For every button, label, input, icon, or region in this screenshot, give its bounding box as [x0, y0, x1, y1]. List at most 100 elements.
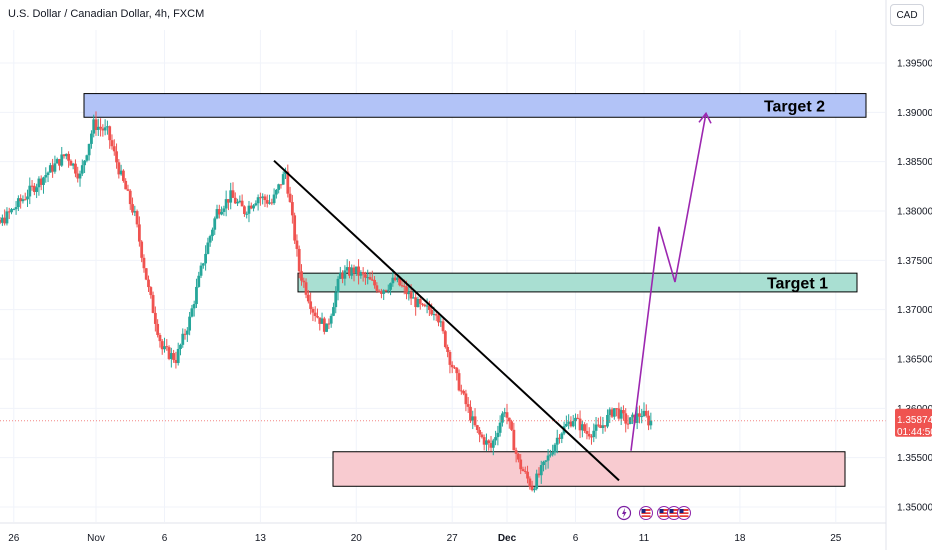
candle-body — [601, 425, 605, 428]
candle-body — [172, 353, 176, 361]
time-tick-label: 6 — [162, 533, 168, 544]
candle-body — [131, 204, 134, 213]
candle-body — [482, 437, 486, 445]
candle-body — [268, 202, 271, 204]
candle-body — [336, 278, 340, 293]
candle-body — [402, 285, 406, 287]
candle-body — [530, 486, 534, 491]
candle-body — [163, 346, 166, 350]
candle-body — [462, 390, 466, 394]
us-flag-event-icon[interactable] — [667, 506, 681, 520]
candle-body — [62, 154, 66, 157]
candle-body — [448, 351, 452, 365]
candle-body — [67, 153, 70, 161]
candle-body — [519, 459, 523, 470]
candle-body — [16, 198, 20, 208]
candle-body — [564, 423, 568, 427]
candle-body — [396, 277, 399, 281]
candle-body — [229, 190, 233, 203]
candle-body — [578, 418, 582, 431]
candle-body — [357, 266, 360, 276]
us-flag-event-icon[interactable] — [639, 506, 653, 520]
candle-body — [615, 408, 618, 410]
candle-body — [464, 393, 468, 405]
candle-body — [80, 165, 84, 174]
candle-body — [405, 286, 408, 295]
candle-body — [101, 128, 105, 131]
flag-stripe — [659, 514, 669, 516]
chart-title: U.S. Dollar / Canadian Dollar, 4h, FXCM — [8, 8, 205, 20]
lightning-event-icon[interactable] — [616, 505, 632, 521]
flag-stripe — [669, 511, 679, 513]
candle-body — [510, 421, 513, 430]
candle-body — [227, 199, 230, 203]
price-tick-label: 1.35500 — [897, 453, 932, 464]
us-flag-event-icon[interactable] — [677, 506, 691, 520]
price-tick-label: 1.39500 — [897, 59, 932, 70]
candle-body — [617, 408, 621, 419]
candle-body — [32, 185, 36, 192]
zone-rect — [332, 451, 846, 487]
candle-body — [55, 159, 59, 164]
candle-body — [211, 229, 214, 237]
candle-body — [373, 279, 376, 286]
candle-body — [334, 292, 338, 308]
flag-canton — [679, 509, 684, 513]
candle-body — [503, 412, 507, 414]
candle-body — [160, 341, 164, 350]
candle-body — [555, 437, 559, 445]
candle-body — [158, 334, 162, 342]
candle-body — [537, 473, 541, 476]
candle-body — [119, 170, 123, 175]
candle-body — [494, 437, 497, 441]
candle-body — [304, 282, 308, 295]
candle-body — [183, 333, 187, 335]
candle-body — [44, 175, 48, 178]
candle-body — [46, 172, 50, 176]
candle-body — [94, 119, 98, 130]
candle-body — [48, 165, 52, 173]
candle-body — [14, 207, 18, 210]
candle-body — [391, 277, 395, 284]
candle-body — [599, 425, 603, 428]
time-tick-label: 18 — [734, 533, 746, 544]
event-markers — [616, 505, 691, 521]
candle-body — [103, 127, 107, 131]
candle-body — [270, 202, 274, 204]
candle-body — [430, 310, 434, 315]
candle-body — [485, 440, 488, 445]
time-tick-label: 6 — [573, 533, 579, 544]
candle-body — [192, 304, 196, 309]
candle-body — [167, 347, 171, 359]
candle-body — [135, 211, 139, 225]
candle-body — [649, 420, 653, 426]
flag-stripe — [641, 511, 651, 513]
candle-body — [432, 314, 436, 316]
time-tick-label: 11 — [639, 533, 650, 544]
candle-body — [345, 267, 349, 271]
candle-body — [366, 277, 370, 279]
candle-body — [473, 416, 477, 426]
price-tick-label: 1.35000 — [897, 503, 932, 514]
time-tick-label: 25 — [830, 533, 842, 544]
candle-body — [140, 241, 144, 258]
candle-body — [30, 185, 34, 187]
candle-body — [606, 415, 609, 427]
candle-body — [263, 196, 267, 201]
candle-body — [466, 404, 470, 407]
candle-body — [610, 409, 614, 417]
candle-body — [418, 299, 422, 304]
candle-body — [478, 429, 481, 435]
candle-body — [316, 316, 319, 318]
candle-body — [501, 413, 504, 423]
currency-button[interactable]: CAD — [890, 4, 924, 26]
candle-body — [144, 268, 148, 280]
candle-body — [108, 126, 112, 141]
candle-body — [169, 353, 173, 359]
candle-body — [247, 205, 251, 214]
candle-body — [90, 133, 93, 144]
candle-body — [19, 198, 23, 202]
candle-body — [35, 187, 39, 192]
candle-body — [370, 279, 374, 281]
